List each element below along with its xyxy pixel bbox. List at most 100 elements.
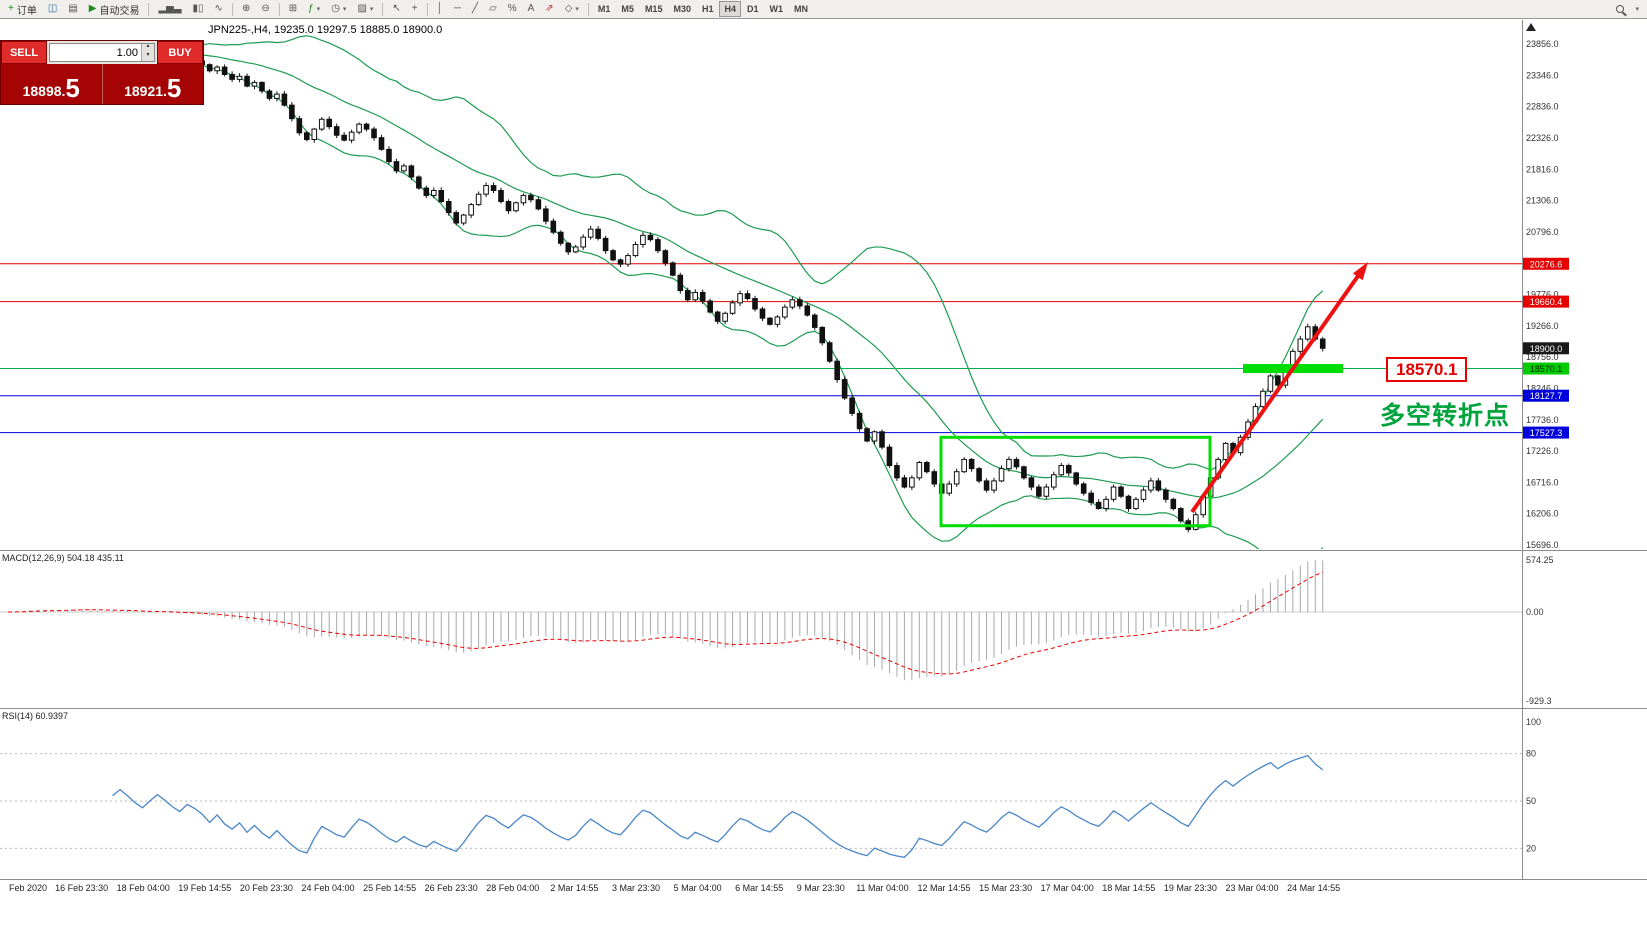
auto-trading-button[interactable]: ▶ 自动交易 (84, 1, 145, 17)
svg-text:19 Feb 14:55: 19 Feb 14:55 (178, 883, 231, 893)
toolbar-separator (148, 2, 150, 16)
new-order-button[interactable]: + 订单 (3, 1, 42, 17)
svg-text:22836.0: 22836.0 (1526, 102, 1559, 112)
arrow-tool-button[interactable]: ⇗ (540, 1, 558, 17)
svg-text:18127.7: 18127.7 (1530, 391, 1563, 401)
bar-chart-button[interactable]: ▂▅▃ (153, 1, 186, 17)
candlestick-chart-icon: ▮▯ (192, 3, 204, 14)
fibonacci-tool-button[interactable]: % (503, 1, 522, 17)
svg-text:3 Mar 23:30: 3 Mar 23:30 (612, 883, 660, 893)
tile-windows-icon: ⊞ (288, 3, 298, 14)
periods-button[interactable]: ◷ ▾ (326, 1, 351, 17)
zoom-out-button[interactable]: ⊖ (256, 1, 274, 17)
vertical-line-tool-button[interactable]: │ (432, 1, 448, 17)
channel-icon: ▱ (489, 3, 497, 14)
trendline-tool-button[interactable]: ╱ (467, 1, 483, 17)
timeframe-m1-button[interactable]: M1 (593, 1, 616, 17)
chart-ohlc-header: JPN225-,H4, 19235.0 19297.5 18885.0 1890… (208, 24, 443, 36)
horizontal-line-tool-button[interactable]: ─ (449, 1, 466, 17)
timeframe-w1-button[interactable]: W1 (765, 1, 789, 17)
zoom-in-button[interactable]: ⊕ (237, 1, 255, 17)
search-button[interactable] (1611, 1, 1629, 17)
svg-text:20796.0: 20796.0 (1526, 227, 1559, 237)
vertical-line-icon: │ (436, 3, 443, 14)
breakout-arrow (1190, 274, 1360, 514)
sell-button[interactable]: SELL (1, 41, 47, 64)
chevron-down-icon: ▾ (1635, 6, 1639, 13)
svg-text:-929.3: -929.3 (1526, 696, 1552, 706)
turning-point-annotation[interactable]: 多空转折点 (1380, 402, 1511, 430)
lot-decrease-button[interactable]: ▾ (146, 51, 150, 58)
svg-text:16 Feb 23:30: 16 Feb 23:30 (55, 883, 108, 893)
svg-text:15696.0: 15696.0 (1526, 540, 1559, 550)
chart-window-button[interactable]: ◫ (43, 1, 62, 17)
svg-text:22326.0: 22326.0 (1526, 133, 1559, 143)
buy-price-big-digit: 5 (166, 72, 182, 103)
toolbar-separator (278, 2, 280, 16)
candlestick-chart-button[interactable]: ▮▯ (188, 1, 209, 17)
svg-text:23856.0: 23856.0 (1526, 39, 1559, 49)
bar-chart-icon: ▂▅▃ (158, 3, 182, 14)
crosshair-button[interactable]: + (407, 1, 423, 17)
svg-text:18570.1: 18570.1 (1530, 364, 1563, 374)
profiles-icon: ▤ (68, 3, 78, 14)
svg-text:18900.0: 18900.0 (1530, 344, 1563, 354)
svg-text:9 Mar 23:30: 9 Mar 23:30 (797, 883, 845, 893)
main-toolbar: + 订单 ◫ ▤ ▶ 自动交易 ▂▅▃ ▮▯ ∿ ⊕ ⊖ ⊞ ƒ ▾ ◷ ▾ ▨ ▾ … (0, 0, 1647, 19)
zoom-out-icon: ⊖ (261, 3, 270, 14)
lot-increase-button[interactable]: ▴ (146, 43, 150, 49)
svg-text:18246.0: 18246.0 (1526, 383, 1559, 393)
timeframe-m30-button[interactable]: M30 (668, 1, 696, 17)
svg-text:15 Mar 23:30: 15 Mar 23:30 (979, 883, 1032, 893)
timeframe-m15-button[interactable]: M15 (640, 1, 668, 17)
svg-text:6 Mar 14:55: 6 Mar 14:55 (735, 883, 783, 893)
buy-button[interactable]: BUY (157, 41, 203, 64)
profiles-button[interactable]: ▤ (63, 1, 82, 17)
svg-text:25 Feb 14:55: 25 Feb 14:55 (363, 883, 416, 893)
timeframe-d1-button[interactable]: D1 (742, 1, 764, 17)
lot-spinner: ▴ ▾ (141, 43, 154, 61)
toolbar-separator (426, 2, 428, 16)
svg-text:18 Mar 14:55: 18 Mar 14:55 (1102, 883, 1155, 893)
svg-text:18 Feb 04:00: 18 Feb 04:00 (117, 883, 170, 893)
search-options-button[interactable]: ▾ (1630, 1, 1644, 17)
chart-window-icon: ◫ (47, 3, 58, 14)
buy-price[interactable]: 18921. 5 (103, 64, 204, 104)
text-tool-button[interactable]: A (523, 1, 540, 17)
timeframe-h1-button[interactable]: H1 (697, 1, 719, 17)
cursor-button[interactable]: ↖ (387, 1, 405, 17)
templates-button[interactable]: ▨ ▾ (352, 1, 378, 17)
line-chart-icon: ∿ (214, 3, 223, 14)
toolbar-separator (382, 2, 384, 16)
consolidation-box (939, 435, 1212, 528)
tile-windows-button[interactable]: ⊞ (284, 1, 302, 17)
svg-text:17736.0: 17736.0 (1526, 415, 1559, 425)
svg-text:100: 100 (1526, 717, 1541, 727)
svg-text:17226.0: 17226.0 (1526, 446, 1559, 456)
channel-tool-button[interactable]: ▱ (484, 1, 502, 17)
svg-text:23346.0: 23346.0 (1526, 70, 1559, 80)
svg-text:20: 20 (1526, 843, 1536, 853)
sell-price[interactable]: 18898. 5 (1, 64, 103, 104)
svg-text:0.00: 0.00 (1526, 607, 1544, 617)
svg-text:20 Feb 23:30: 20 Feb 23:30 (240, 883, 293, 893)
timeframe-mn-button[interactable]: MN (789, 1, 813, 17)
svg-text:23 Mar 04:00: 23 Mar 04:00 (1225, 883, 1278, 893)
one-click-trading-panel: SELL ▴ ▾ BUY 18898.5 18921.5 (0, 40, 204, 105)
rsi-panel (0, 753, 1522, 858)
shapes-tool-button[interactable]: ◇ ▾ (560, 1, 584, 17)
support-price-callout[interactable]: 18570.1 (1386, 357, 1468, 382)
horizontal-line-icon: ─ (453, 3, 461, 14)
macd-indicator-label: MACD(12,26,9) 504.18 435.11 (2, 553, 124, 563)
timeframe-h4-button[interactable]: H4 (719, 1, 741, 17)
svg-text:16206.0: 16206.0 (1526, 509, 1559, 519)
indicators-button[interactable]: ƒ ▾ (303, 1, 325, 17)
svg-text:2 Mar 14:55: 2 Mar 14:55 (550, 883, 598, 893)
crosshair-icon: + (411, 3, 418, 14)
sell-price-main: 18898. (22, 83, 66, 99)
line-chart-button[interactable]: ∿ (210, 1, 228, 17)
timeframe-m5-button[interactable]: M5 (616, 1, 639, 17)
lot-size-input[interactable] (50, 44, 141, 61)
svg-text:5 Mar 04:00: 5 Mar 04:00 (674, 883, 722, 893)
